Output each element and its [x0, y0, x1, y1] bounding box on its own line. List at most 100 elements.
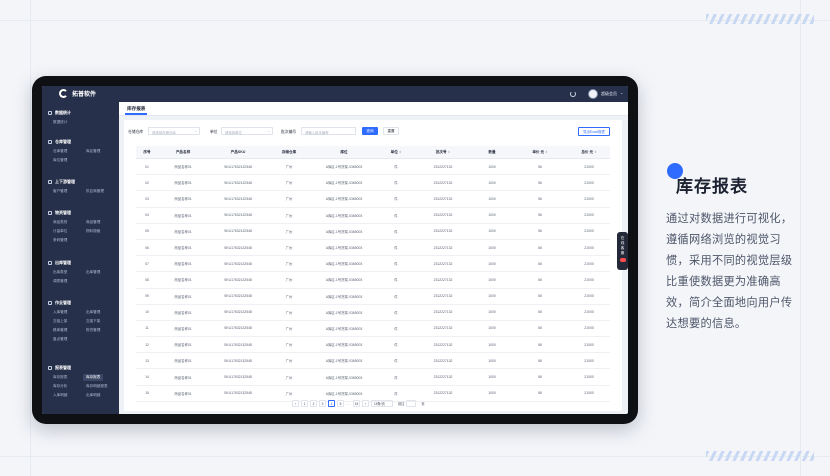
- table-row[interactable]: 03 商品名称01 SKU17632132548 广州 A库区-1号货架-0365003…: [136, 190, 610, 208]
- table-cell: 2312227132: [414, 271, 472, 289]
- sidebar-section-header[interactable]: 报表管理: [48, 365, 71, 371]
- app-logo[interactable]: 拓普软件: [59, 89, 96, 98]
- column-header[interactable]: 单价 元⇕: [512, 146, 568, 159]
- page-number-button[interactable]: 4: [328, 400, 335, 407]
- bg-grid-line: [0, 456, 830, 457]
- sidebar-item[interactable]: 商品类别: [53, 220, 68, 224]
- table-row[interactable]: 02 商品名称01 SKU17632132548 广州 A库区-1号货架-0365003…: [136, 174, 610, 192]
- page-number-button[interactable]: 1: [301, 400, 308, 407]
- sidebar-item[interactable]: 物料规格: [86, 229, 101, 233]
- sort-icon[interactable]: ⇕: [398, 149, 402, 154]
- avatar[interactable]: [588, 89, 598, 99]
- sidebar-section-header[interactable]: 作业管理: [48, 300, 71, 306]
- sidebar-item[interactable]: 供应商管理: [86, 189, 104, 193]
- sidebar-item[interactable]: 库存分析: [53, 384, 68, 388]
- page-size-select[interactable]: 15条/页: [371, 400, 393, 407]
- bg-grid-line: [30, 0, 31, 476]
- tablet-frame: 数据统计 数据统计 仓库管理 仓库管理 库区管理 库位管理 上下游管理 客户管理 供应商管理 物资…: [32, 76, 638, 424]
- table-cell: 广州: [268, 304, 310, 321]
- sidebar-item[interactable]: 库存报表: [53, 375, 68, 379]
- table-row[interactable]: 05 商品名称01 SKU17632132548 广州 A库区-1号货架-0365003…: [136, 223, 610, 240]
- table-row[interactable]: 13 商品名称01 SKU17632132548 广州 A库区-1号货架-0365003…: [136, 352, 610, 370]
- sidebar-item[interactable]: 客户管理: [53, 189, 68, 193]
- table-cell: 08: [136, 271, 158, 289]
- sidebar-item[interactable]: 商品管理: [86, 220, 101, 224]
- table-cell: 件: [378, 304, 414, 321]
- page-number-button[interactable]: 15: [353, 400, 360, 407]
- sidebar-item[interactable]: 交接下架: [86, 319, 101, 323]
- sidebar-section-header[interactable]: 物资管理: [48, 210, 71, 216]
- sidebar-item[interactable]: 计量单位: [53, 229, 68, 233]
- table-row[interactable]: 11 商品名称01 SKU17632132548 广州 A库区-1号货架-0365003…: [136, 320, 610, 338]
- reset-button[interactable]: 重置: [383, 127, 399, 135]
- table-row[interactable]: 15 商品名称01 SKU17632132548 广州 A库区-1号货架-0365003…: [136, 385, 610, 402]
- sidebar-item[interactable]: 仓库管理: [53, 149, 68, 153]
- table-row[interactable]: 09 商品名称01 SKU17632132548 广州 A库区-1号货架-0365003…: [136, 288, 610, 305]
- sort-icon[interactable]: ⇕: [447, 149, 451, 154]
- table-cell: 商品名称01: [158, 239, 208, 257]
- sidebar-item[interactable]: 出库明细: [86, 393, 101, 397]
- table-row[interactable]: 14 商品名称01 SKU17632132548 广州 A库区-1号货架-0365003…: [136, 368, 610, 386]
- tab-inventory-report[interactable]: 库存报表: [127, 106, 146, 111]
- sidebar-item[interactable]: 调拨管理: [53, 279, 68, 283]
- table-row[interactable]: 07 商品名称01 SKU17632132548 广州 A库区-1号货架-0365003…: [136, 255, 610, 273]
- column-header[interactable]: 批次号⇕: [414, 146, 472, 159]
- sidebar-item[interactable]: 交接上架: [53, 319, 68, 323]
- sidebar-item[interactable]: 库位管理: [53, 158, 68, 162]
- sidebar-item[interactable]: 拣货管理: [86, 328, 101, 332]
- prev-page-icon[interactable]: ‹: [292, 400, 299, 407]
- sidebar-item[interactable]: 入库管理: [53, 310, 68, 314]
- sidebar-item[interactable]: 数据统计: [53, 120, 68, 124]
- table-cell: A库区-1号货架-0365003: [310, 158, 378, 176]
- online-service-toolbar[interactable]: 在线客服: [617, 232, 628, 270]
- table-row[interactable]: 01 商品名称01 SKU17632132548 广州 A库区-1号货架-0365003…: [136, 158, 610, 176]
- chevron-down-icon[interactable]: ⌄: [620, 90, 624, 95]
- refresh-icon[interactable]: [570, 91, 576, 97]
- table-cell: 56: [512, 255, 568, 273]
- jump-page-input[interactable]: [406, 400, 417, 407]
- table-cell: A库区-1号货架-0365003: [310, 288, 378, 305]
- table-cell: SKU17632132548: [208, 207, 268, 224]
- export-excel-button[interactable]: 导出Excel报表: [578, 127, 610, 136]
- sidebar-item[interactable]: 库区管理: [86, 149, 101, 153]
- sidebar-section-title: 数据统计: [55, 110, 71, 115]
- batch-input[interactable]: 请输入批次编号: [301, 127, 356, 135]
- warehouse-select[interactable]: 请选择存储仓库 ⌄: [148, 127, 200, 135]
- page-number-button[interactable]: 5: [337, 400, 344, 407]
- sidebar-item[interactable]: 库存报表: [83, 374, 104, 381]
- column-header-label: 批次号: [435, 149, 447, 154]
- sidebar-section-header[interactable]: 上下游管理: [48, 179, 75, 185]
- query-button[interactable]: 查询: [362, 127, 378, 135]
- sidebar-item[interactable]: 库存明细报表: [86, 384, 108, 388]
- table-row[interactable]: 10 商品名称01 SKU17632132548 广州 A库区-1号货架-0365003…: [136, 304, 610, 321]
- sidebar-section-header[interactable]: 出库管理: [48, 260, 71, 266]
- table-row[interactable]: 12 商品名称01 SKU17632132548 广州 A库区-1号货架-0365003…: [136, 336, 610, 354]
- table-cell: 件: [378, 288, 414, 305]
- table-row[interactable]: 06 商品名称01 SKU17632132548 广州 A库区-1号货架-0365003…: [136, 239, 610, 257]
- table-row[interactable]: 08 商品名称01 SKU17632132548 广州 A库区-1号货架-0365003…: [136, 271, 610, 289]
- sidebar-item[interactable]: 出库管理: [86, 310, 101, 314]
- sidebar-section-header[interactable]: 仓库管理: [48, 139, 71, 145]
- sidebar-section-title: 仓库管理: [55, 139, 71, 144]
- sort-icon[interactable]: ⇕: [594, 149, 597, 154]
- page-number-button[interactable]: 2: [310, 400, 317, 407]
- table-row[interactable]: 04 商品名称01 SKU17632132548 广州 A库区-1号货架-0365003…: [136, 207, 610, 224]
- sidebar-item[interactable]: 出库类型: [53, 270, 68, 274]
- sidebar-item[interactable]: 入库明细: [53, 393, 68, 397]
- table-cell: A库区-1号货架-0365003: [310, 271, 378, 289]
- sort-icon[interactable]: ⇕: [545, 149, 548, 154]
- page-number-button[interactable]: 3: [319, 400, 326, 407]
- column-header[interactable]: 总价 元⇕: [568, 146, 610, 159]
- sidebar-item[interactable]: 出库管理: [86, 270, 101, 274]
- table-cell: 2312227132: [414, 223, 472, 240]
- next-page-icon[interactable]: ›: [362, 400, 369, 407]
- table-cell: 02: [136, 174, 158, 192]
- column-header[interactable]: 单位⇕: [378, 146, 414, 159]
- sidebar-item[interactable]: 条码管理: [53, 238, 68, 242]
- username[interactable]: 超级会员: [601, 91, 617, 96]
- sidebar-item[interactable]: 移库管理: [53, 328, 68, 332]
- column-header-label: 单价 元: [532, 149, 545, 154]
- unit-select[interactable]: 请选择单位 ⌄: [221, 127, 273, 135]
- sidebar-section-header[interactable]: 数据统计: [48, 110, 71, 116]
- sidebar-item[interactable]: 盘点管理: [53, 337, 68, 341]
